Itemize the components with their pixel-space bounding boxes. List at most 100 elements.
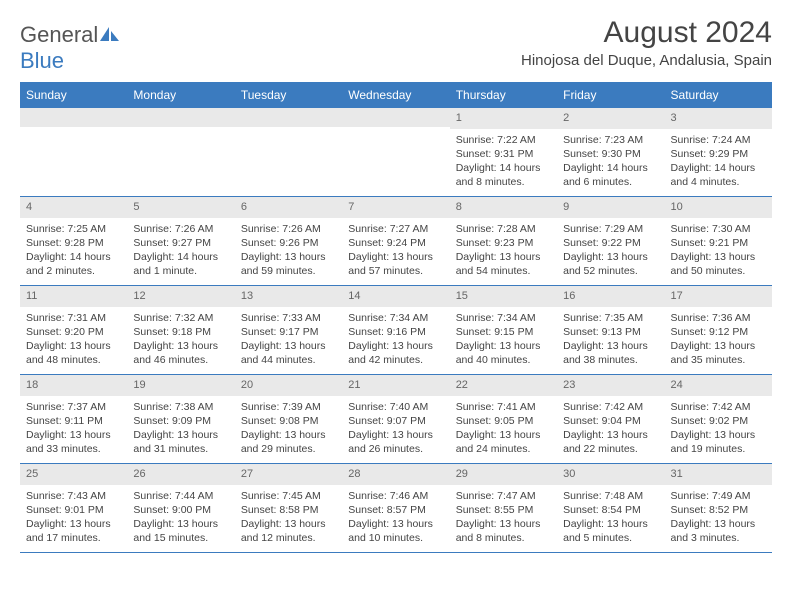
day-content: Sunrise: 7:48 AMSunset: 8:54 PMDaylight:…: [557, 485, 664, 552]
day-cell: 10Sunrise: 7:30 AMSunset: 9:21 PMDayligh…: [665, 197, 772, 285]
title-block: August 2024 Hinojosa del Duque, Andalusi…: [521, 16, 772, 69]
day-number: 3: [665, 108, 772, 129]
day-cell: 17Sunrise: 7:36 AMSunset: 9:12 PMDayligh…: [665, 286, 772, 374]
week-row: 4Sunrise: 7:25 AMSunset: 9:28 PMDaylight…: [20, 196, 772, 285]
sunset-text: Sunset: 9:04 PM: [563, 414, 658, 428]
daylight-text: Daylight: 13 hours and 40 minutes.: [456, 339, 551, 367]
sunrise-text: Sunrise: 7:42 AM: [671, 400, 766, 414]
sunset-text: Sunset: 8:55 PM: [456, 503, 551, 517]
day-content: Sunrise: 7:36 AMSunset: 9:12 PMDaylight:…: [665, 307, 772, 374]
day-cell: [20, 108, 127, 196]
day-number: 30: [557, 464, 664, 485]
day-content: [342, 127, 449, 187]
day-number: 14: [342, 286, 449, 307]
day-number: 10: [665, 197, 772, 218]
day-cell: 23Sunrise: 7:42 AMSunset: 9:04 PMDayligh…: [557, 375, 664, 463]
daylight-text: Daylight: 13 hours and 22 minutes.: [563, 428, 658, 456]
day-content: Sunrise: 7:26 AMSunset: 9:27 PMDaylight:…: [127, 218, 234, 285]
day-cell: 31Sunrise: 7:49 AMSunset: 8:52 PMDayligh…: [665, 464, 772, 552]
sunset-text: Sunset: 8:52 PM: [671, 503, 766, 517]
daylight-text: Daylight: 13 hours and 8 minutes.: [456, 517, 551, 545]
day-content: Sunrise: 7:49 AMSunset: 8:52 PMDaylight:…: [665, 485, 772, 552]
calendar: Sunday Monday Tuesday Wednesday Thursday…: [20, 82, 772, 553]
daylight-text: Daylight: 13 hours and 3 minutes.: [671, 517, 766, 545]
week-row: 18Sunrise: 7:37 AMSunset: 9:11 PMDayligh…: [20, 374, 772, 463]
daylight-text: Daylight: 13 hours and 48 minutes.: [26, 339, 121, 367]
day-cell: 1Sunrise: 7:22 AMSunset: 9:31 PMDaylight…: [450, 108, 557, 196]
sunrise-text: Sunrise: 7:42 AM: [563, 400, 658, 414]
day-cell: 25Sunrise: 7:43 AMSunset: 9:01 PMDayligh…: [20, 464, 127, 552]
day-number: [342, 108, 449, 127]
sunset-text: Sunset: 9:11 PM: [26, 414, 121, 428]
day-cell: 22Sunrise: 7:41 AMSunset: 9:05 PMDayligh…: [450, 375, 557, 463]
day-content: Sunrise: 7:39 AMSunset: 9:08 PMDaylight:…: [235, 396, 342, 463]
day-cell: 18Sunrise: 7:37 AMSunset: 9:11 PMDayligh…: [20, 375, 127, 463]
daylight-text: Daylight: 13 hours and 10 minutes.: [348, 517, 443, 545]
day-number: 26: [127, 464, 234, 485]
logo-text-2: Blue: [20, 48, 64, 73]
sunrise-text: Sunrise: 7:24 AM: [671, 133, 766, 147]
day-content: Sunrise: 7:34 AMSunset: 9:16 PMDaylight:…: [342, 307, 449, 374]
daylight-text: Daylight: 13 hours and 24 minutes.: [456, 428, 551, 456]
sunrise-text: Sunrise: 7:34 AM: [348, 311, 443, 325]
day-cell: 16Sunrise: 7:35 AMSunset: 9:13 PMDayligh…: [557, 286, 664, 374]
day-content: [20, 127, 127, 187]
daylight-text: Daylight: 13 hours and 31 minutes.: [133, 428, 228, 456]
sunrise-text: Sunrise: 7:25 AM: [26, 222, 121, 236]
daylight-text: Daylight: 13 hours and 12 minutes.: [241, 517, 336, 545]
week-row: 1Sunrise: 7:22 AMSunset: 9:31 PMDaylight…: [20, 107, 772, 196]
day-cell: 26Sunrise: 7:44 AMSunset: 9:00 PMDayligh…: [127, 464, 234, 552]
daylight-text: Daylight: 13 hours and 54 minutes.: [456, 250, 551, 278]
day-content: Sunrise: 7:43 AMSunset: 9:01 PMDaylight:…: [20, 485, 127, 552]
day-content: Sunrise: 7:37 AMSunset: 9:11 PMDaylight:…: [20, 396, 127, 463]
daylight-text: Daylight: 14 hours and 6 minutes.: [563, 161, 658, 189]
day-number: 28: [342, 464, 449, 485]
sunset-text: Sunset: 8:54 PM: [563, 503, 658, 517]
day-content: Sunrise: 7:22 AMSunset: 9:31 PMDaylight:…: [450, 129, 557, 196]
day-content: Sunrise: 7:47 AMSunset: 8:55 PMDaylight:…: [450, 485, 557, 552]
day-cell: 4Sunrise: 7:25 AMSunset: 9:28 PMDaylight…: [20, 197, 127, 285]
sunrise-text: Sunrise: 7:40 AM: [348, 400, 443, 414]
sunset-text: Sunset: 9:07 PM: [348, 414, 443, 428]
daylight-text: Daylight: 14 hours and 2 minutes.: [26, 250, 121, 278]
day-number: [127, 108, 234, 127]
sunset-text: Sunset: 9:01 PM: [26, 503, 121, 517]
sunrise-text: Sunrise: 7:36 AM: [671, 311, 766, 325]
day-cell: 2Sunrise: 7:23 AMSunset: 9:30 PMDaylight…: [557, 108, 664, 196]
sunrise-text: Sunrise: 7:27 AM: [348, 222, 443, 236]
day-cell: 19Sunrise: 7:38 AMSunset: 9:09 PMDayligh…: [127, 375, 234, 463]
daylight-text: Daylight: 13 hours and 59 minutes.: [241, 250, 336, 278]
day-content: [127, 127, 234, 187]
day-number: 19: [127, 375, 234, 396]
sunset-text: Sunset: 9:24 PM: [348, 236, 443, 250]
daylight-text: Daylight: 13 hours and 38 minutes.: [563, 339, 658, 367]
day-content: Sunrise: 7:38 AMSunset: 9:09 PMDaylight:…: [127, 396, 234, 463]
sunset-text: Sunset: 9:20 PM: [26, 325, 121, 339]
day-cell: 11Sunrise: 7:31 AMSunset: 9:20 PMDayligh…: [20, 286, 127, 374]
header: GeneralBlue August 2024 Hinojosa del Duq…: [20, 16, 772, 74]
day-number: 12: [127, 286, 234, 307]
day-content: Sunrise: 7:30 AMSunset: 9:21 PMDaylight:…: [665, 218, 772, 285]
sunset-text: Sunset: 9:29 PM: [671, 147, 766, 161]
sunrise-text: Sunrise: 7:30 AM: [671, 222, 766, 236]
sunset-text: Sunset: 9:18 PM: [133, 325, 228, 339]
daylight-text: Daylight: 13 hours and 46 minutes.: [133, 339, 228, 367]
day-content: Sunrise: 7:35 AMSunset: 9:13 PMDaylight:…: [557, 307, 664, 374]
day-number: [235, 108, 342, 127]
daylight-text: Daylight: 13 hours and 44 minutes.: [241, 339, 336, 367]
day-cell: 27Sunrise: 7:45 AMSunset: 8:58 PMDayligh…: [235, 464, 342, 552]
day-header: Friday: [557, 83, 664, 107]
day-content: Sunrise: 7:45 AMSunset: 8:58 PMDaylight:…: [235, 485, 342, 552]
day-content: Sunrise: 7:29 AMSunset: 9:22 PMDaylight:…: [557, 218, 664, 285]
day-cell: 15Sunrise: 7:34 AMSunset: 9:15 PMDayligh…: [450, 286, 557, 374]
day-header: Wednesday: [342, 83, 449, 107]
sunrise-text: Sunrise: 7:37 AM: [26, 400, 121, 414]
sunrise-text: Sunrise: 7:49 AM: [671, 489, 766, 503]
day-cell: 13Sunrise: 7:33 AMSunset: 9:17 PMDayligh…: [235, 286, 342, 374]
sunrise-text: Sunrise: 7:46 AM: [348, 489, 443, 503]
sunset-text: Sunset: 9:08 PM: [241, 414, 336, 428]
day-number: 27: [235, 464, 342, 485]
day-header: Saturday: [665, 83, 772, 107]
day-number: 6: [235, 197, 342, 218]
daylight-text: Daylight: 13 hours and 19 minutes.: [671, 428, 766, 456]
